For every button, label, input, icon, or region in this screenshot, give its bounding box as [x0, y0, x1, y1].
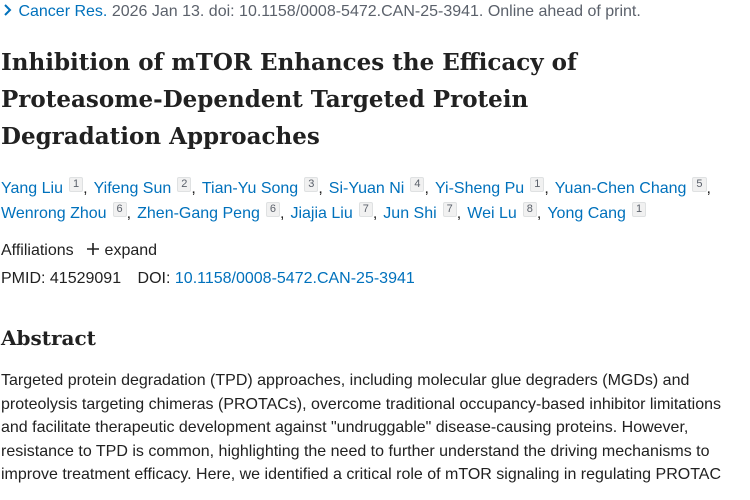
author-name[interactable]: Yong Cang	[547, 205, 626, 222]
author-name[interactable]: Wei Lu	[467, 205, 517, 222]
abstract-line: improve treatment efficacy. Here, we ide…	[1, 466, 721, 484]
abstract-line: Targeted protein degradation (TPD) appro…	[1, 372, 690, 389]
author-name[interactable]: Yifeng Sun	[93, 180, 172, 197]
affiliation-number[interactable]: 7	[442, 202, 457, 217]
abstract-text: Targeted protein degradation (TPD) appro…	[1, 369, 721, 487]
author: Yuan-Chen Chang 5	[555, 176, 717, 201]
author-list: Yang Liu 1 Yifeng Sun 2 Tian-Yu Song 3 Si-Yuan…	[1, 176, 717, 226]
affiliations-label: Affiliations	[1, 242, 74, 259]
author: Jun Shi 7	[383, 201, 467, 226]
author: Zhen-Gang Peng 6	[137, 201, 290, 226]
author-name[interactable]: Jiajia Liu	[290, 205, 353, 222]
author-name[interactable]: Si-Yuan Ni	[328, 180, 405, 197]
citation-details: 2026 Jan 13. doi: 10.1158/0008-5472.CAN-…	[111, 3, 641, 20]
affiliation-number[interactable]: 7	[358, 202, 373, 217]
affiliation-number[interactable]: 5	[692, 177, 707, 192]
title-line: Degradation Approaches	[1, 123, 320, 150]
journal-link[interactable]: Cancer Res.	[18, 3, 108, 20]
title-line: Inhibition of mTOR Enhances the Efficacy…	[1, 49, 577, 76]
doi-label: DOI:	[137, 270, 171, 287]
author-name[interactable]: Yi-Sheng Pu	[434, 180, 525, 197]
title-line: Proteasome-Dependent Targeted Protein	[1, 86, 529, 113]
author: Wei Lu 8	[467, 201, 547, 226]
author: Yifeng Sun 2	[94, 176, 202, 201]
article-title: Inhibition of mTOR Enhances the Efficacy…	[1, 44, 577, 155]
plus-icon	[87, 243, 100, 255]
author-name[interactable]: Tian-Yu Song	[201, 180, 299, 197]
author-name[interactable]: Jun Shi	[383, 205, 437, 222]
author: Yi-Sheng Pu 1	[435, 176, 555, 201]
pmid: 41529091	[49, 270, 122, 287]
identifiers: PMID: 41529091 DOI: 10.1158/0008-5472.CA…	[1, 270, 415, 288]
abstract-line: resistance to TPD is common, highlightin…	[1, 442, 710, 460]
author: Si-Yuan Ni 4	[329, 176, 435, 201]
affiliation-number[interactable]: 1	[530, 177, 545, 192]
author: Wenrong Zhou 6	[1, 201, 137, 226]
author: Yong Cang 1	[547, 201, 647, 226]
citation: Cancer Res. 2026 Jan 13. doi: 10.1158/00…	[2, 3, 641, 21]
affiliation-number[interactable]: 4	[410, 177, 425, 192]
affiliation-number[interactable]: 3	[304, 177, 319, 192]
affiliation-number[interactable]: 6	[265, 202, 280, 217]
affiliation-number[interactable]: 2	[177, 177, 192, 192]
author-name[interactable]: Zhen-Gang Peng	[137, 205, 260, 222]
author-name[interactable]: Yuan-Chen Chang	[554, 180, 687, 197]
author: Jiajia Liu 7	[290, 201, 383, 226]
abstract-line: proteolysis targeting chimeras (PROTACs)…	[1, 395, 721, 413]
author: Yang Liu 1	[1, 176, 94, 201]
abstract-line: and facilitate therapeutic development a…	[1, 419, 689, 437]
affiliation-number[interactable]: 8	[522, 202, 537, 217]
expand-toggle[interactable]: expand	[104, 242, 158, 259]
author: Tian-Yu Song 3	[202, 176, 329, 201]
author-name[interactable]: Wenrong Zhou	[1, 205, 107, 222]
affiliation-number[interactable]: 1	[631, 202, 647, 217]
author-name[interactable]: Yang Liu	[1, 180, 63, 197]
affiliation-number[interactable]: 1	[68, 177, 84, 192]
affiliation-number[interactable]: 6	[112, 202, 127, 217]
pmid-label: PMID:	[1, 270, 46, 287]
doi-link[interactable]: 10.1158/0008-5472.CAN-25-3941	[174, 270, 415, 287]
affiliations-row[interactable]: Affiliations expand	[1, 242, 157, 260]
chevron-icon	[4, 4, 12, 16]
abstract-heading: Abstract	[1, 326, 96, 350]
